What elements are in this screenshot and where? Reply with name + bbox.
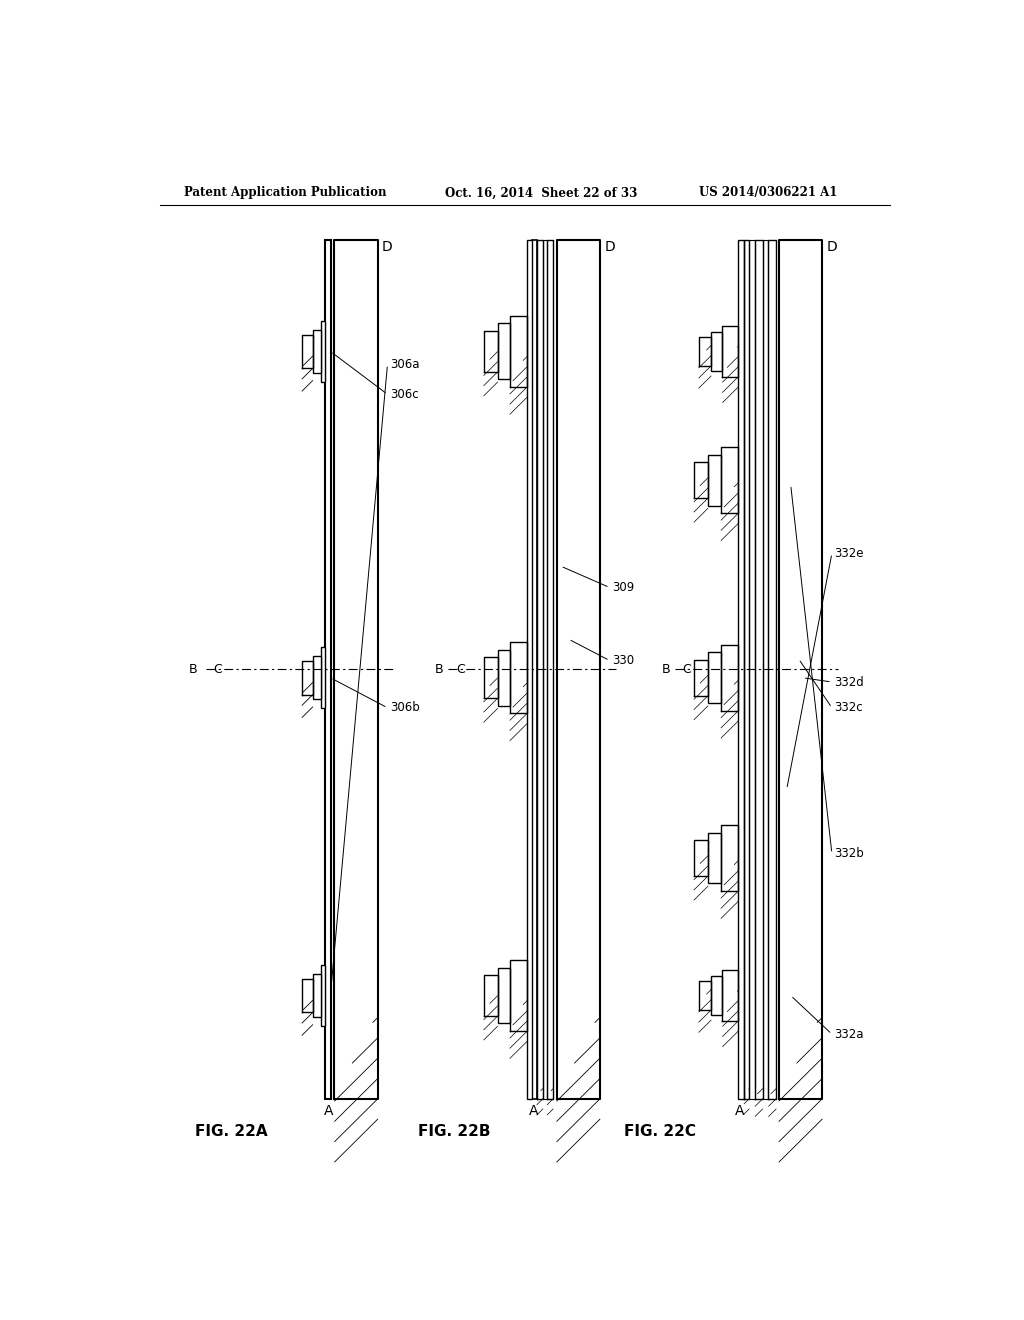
Bar <box>709 652 721 704</box>
Bar <box>721 447 738 513</box>
Text: D: D <box>604 240 614 253</box>
Text: C: C <box>214 663 222 676</box>
Bar <box>321 321 325 381</box>
Text: C: C <box>683 663 691 676</box>
Bar <box>709 455 721 506</box>
Bar <box>313 656 321 700</box>
Text: 332e: 332e <box>835 546 864 560</box>
Text: 306c: 306c <box>390 388 419 401</box>
Text: FIG. 22B: FIG. 22B <box>418 1125 490 1139</box>
Bar <box>498 968 510 1023</box>
Bar <box>722 970 738 1020</box>
Bar <box>302 334 313 368</box>
Text: D: D <box>382 240 392 253</box>
Bar <box>498 323 510 379</box>
Bar <box>694 462 709 498</box>
Bar <box>325 240 331 1098</box>
Text: A: A <box>324 1104 334 1118</box>
Bar <box>547 240 553 1098</box>
Bar <box>531 240 537 1098</box>
Bar <box>556 240 600 1098</box>
Bar <box>483 975 498 1016</box>
Text: Oct. 16, 2014  Sheet 22 of 33: Oct. 16, 2014 Sheet 22 of 33 <box>445 186 638 199</box>
Bar <box>510 642 527 713</box>
Text: B: B <box>435 663 443 676</box>
Text: C: C <box>456 663 465 676</box>
Bar <box>722 326 738 376</box>
Bar <box>709 833 721 883</box>
Bar <box>768 240 776 1098</box>
Bar <box>334 240 378 1098</box>
Bar <box>498 649 510 706</box>
Bar <box>321 647 325 709</box>
Bar <box>302 978 313 1012</box>
Bar <box>721 644 738 710</box>
Bar <box>698 981 712 1010</box>
Bar <box>313 330 321 372</box>
Text: 306b: 306b <box>390 701 420 714</box>
Text: Patent Application Publication: Patent Application Publication <box>183 186 386 199</box>
Bar <box>755 240 763 1098</box>
Text: 332b: 332b <box>835 847 864 861</box>
Bar <box>738 240 743 1098</box>
Bar <box>543 240 547 1098</box>
Bar <box>712 333 722 371</box>
Text: 306a: 306a <box>390 358 420 371</box>
Text: US 2014/0306221 A1: US 2014/0306221 A1 <box>699 186 838 199</box>
Bar <box>694 660 709 696</box>
Bar <box>510 960 527 1031</box>
Bar <box>510 315 527 387</box>
Bar <box>698 337 712 366</box>
Bar <box>302 661 313 694</box>
Bar <box>483 331 498 372</box>
Text: FIG. 22C: FIG. 22C <box>624 1125 696 1139</box>
Text: A: A <box>735 1104 744 1118</box>
Text: 332d: 332d <box>835 676 864 689</box>
Bar <box>313 974 321 1016</box>
Text: B: B <box>663 663 671 676</box>
Bar <box>750 240 755 1098</box>
Text: 332a: 332a <box>835 1028 864 1040</box>
Bar <box>721 825 738 891</box>
Text: 309: 309 <box>612 581 634 594</box>
Bar <box>527 240 531 1098</box>
Text: A: A <box>528 1104 539 1118</box>
Text: 332c: 332c <box>835 701 863 714</box>
Bar <box>694 841 709 876</box>
Bar <box>483 657 498 698</box>
Text: FIG. 22A: FIG. 22A <box>196 1125 268 1139</box>
Text: D: D <box>826 240 837 253</box>
Bar <box>763 240 768 1098</box>
Text: 330: 330 <box>612 653 634 667</box>
Bar <box>537 240 543 1098</box>
Bar <box>321 965 325 1026</box>
Bar <box>778 240 822 1098</box>
Text: B: B <box>189 663 198 676</box>
Bar <box>712 977 722 1015</box>
Bar <box>743 240 750 1098</box>
